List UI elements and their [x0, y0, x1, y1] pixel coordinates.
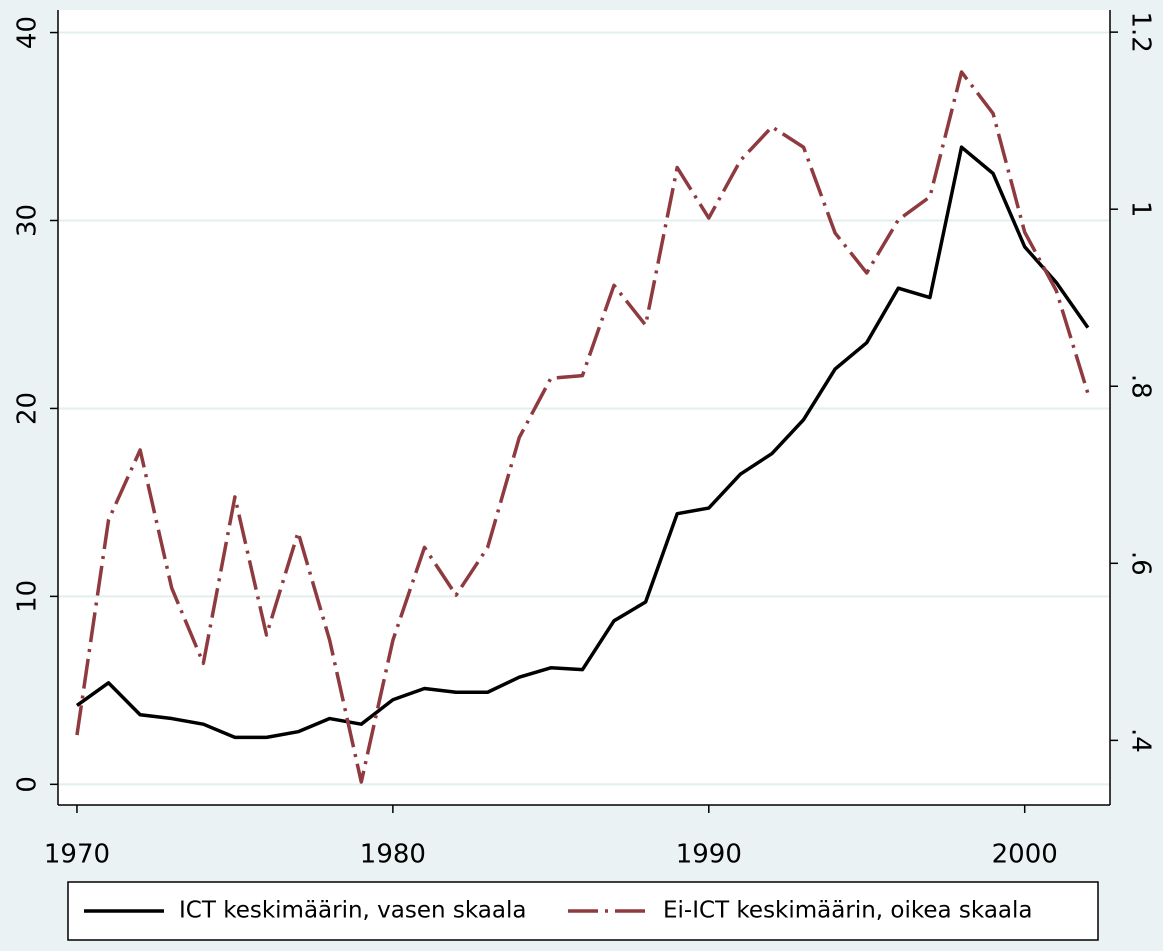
y2-tick-label: .6 [1126, 551, 1156, 576]
y-tick-label: 30 [13, 204, 43, 237]
y2-tick-label: 1 [1126, 201, 1156, 218]
y2-tick-label: 1.2 [1126, 11, 1156, 52]
x-tick-label: 1970 [44, 840, 110, 870]
x-tick-label: 2000 [992, 840, 1058, 870]
x-tick-label: 1990 [676, 840, 742, 870]
y2-tick-label: .4 [1126, 728, 1156, 753]
legend-label: Ei-ICT keskimäärin, oikea skaala [663, 898, 1033, 924]
y-tick-label: 20 [13, 392, 43, 425]
legend-label: ICT keskimäärin, vasen skaala [179, 898, 526, 924]
y2-tick-label: .8 [1126, 374, 1156, 399]
x-tick-label: 1980 [360, 840, 426, 870]
series-line [75, 70, 1090, 784]
y-tick-label: 0 [13, 776, 43, 793]
y-tick-label: 10 [13, 580, 43, 613]
series-line [75, 145, 1090, 740]
y-tick-label: 40 [13, 16, 43, 49]
